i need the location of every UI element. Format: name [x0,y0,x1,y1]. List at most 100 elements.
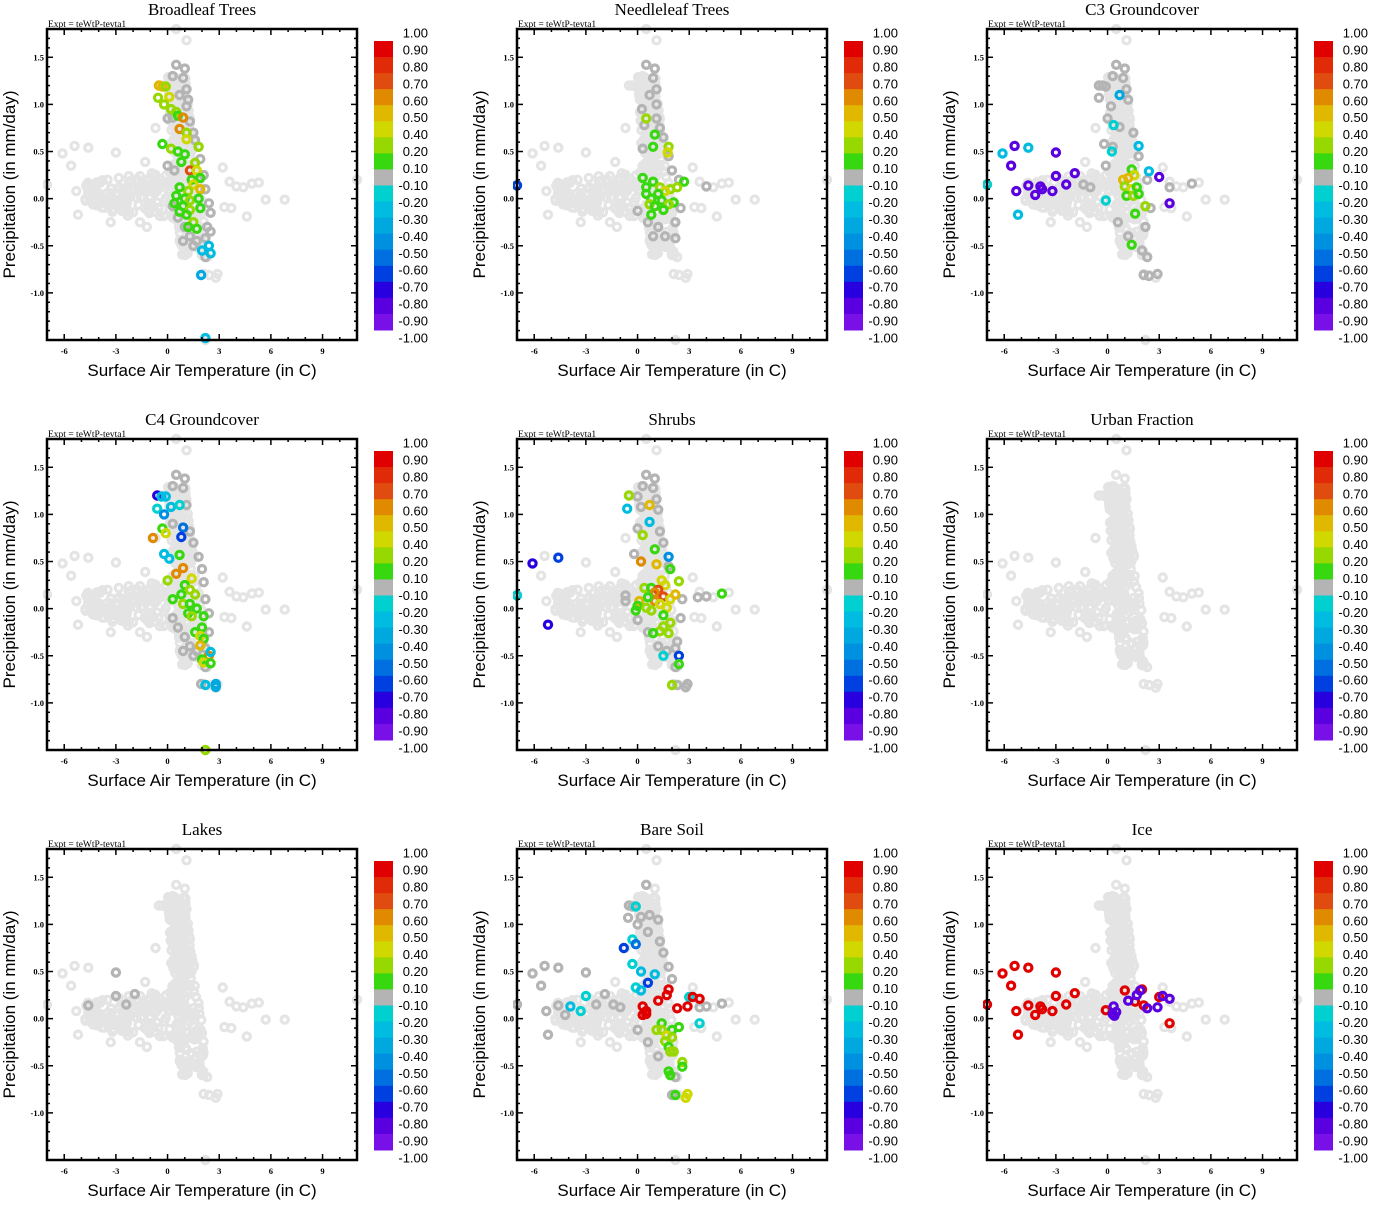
y-tick-label: 0.5 [33,967,44,977]
background-point [71,142,78,149]
colorbar-label: -0.70 [398,690,428,705]
x-tick-label: 3 [687,346,691,356]
x-tick-label: 9 [320,346,324,356]
colorbar-label: 0.70 [873,486,898,501]
background-point [240,1004,247,1011]
colorbar-swatch [1314,57,1333,74]
x-tick-label: -3 [1052,756,1059,766]
background-point [240,184,247,191]
colorbar-swatch [1314,121,1333,138]
colorbar-swatch [1314,282,1333,299]
colorbar-swatch [844,579,863,596]
x-tick-label: 3 [217,756,221,766]
colorbar-label: -1.00 [868,331,898,346]
colorbar-swatch [374,676,393,693]
background-point [622,534,629,541]
y-tick-label: 0.0 [33,604,44,614]
colorbar-swatch [374,314,393,331]
y-tick-label: -1.0 [501,288,514,298]
colorbar-label: -0.10 [398,588,428,603]
x-tick-label: -6 [61,346,68,356]
colored-point [1156,173,1163,180]
colorbar-label: 0.70 [403,896,428,911]
background-point [1221,606,1228,613]
colored-point [675,578,682,585]
colorbar-swatch [844,563,863,580]
points-layer [43,435,360,753]
colorbar-swatch [374,1070,393,1087]
colorbar-label: -0.10 [868,588,898,603]
colorbar-swatch [374,153,393,170]
x-tick-label: 6 [739,756,743,766]
x-tick-label: 0 [635,756,639,766]
colorbar-swatch [374,925,393,942]
x-tick-label: -6 [1001,756,1008,766]
y-tick-label: -1.0 [31,1108,44,1118]
colorbar-label: -0.40 [1338,639,1368,654]
background-point [142,978,149,985]
colored-point [529,560,536,567]
colorbar-label: 1.00 [1343,26,1368,41]
neutral-point [181,475,188,482]
colorbar-label: 1.00 [873,26,898,41]
background-point [612,158,619,165]
colorbar-swatch [374,202,393,219]
colorbar-swatch [844,153,863,170]
neutral-point [207,209,214,216]
colorbar-label: -1.00 [398,331,428,346]
colorbar-label: 0.40 [873,127,898,142]
background-point [653,447,660,454]
colorbar-label: 0.20 [873,144,898,159]
x-tick-label: 0 [1105,756,1109,766]
background-point [173,881,180,888]
x-tick-label: 6 [269,756,273,766]
colored-point [675,652,682,659]
colorbar-label: 0.20 [873,554,898,569]
x-tick-label: -3 [582,346,589,356]
background-point [281,196,288,203]
colorbar-label: -0.80 [868,707,898,722]
colored-point [544,621,551,628]
colorbar-swatch [1314,250,1333,267]
plot-title: Urban Fraction [1090,410,1194,429]
colorbar-label: -0.80 [868,297,898,312]
colorbar-label: 0.50 [1343,110,1368,125]
colorbar-label: -0.50 [1338,246,1368,261]
colorbar-label: -0.50 [398,1066,428,1081]
colorbar-swatch [374,893,393,910]
colored-point [672,591,679,598]
background-point [143,633,150,640]
colorbar-swatch [844,483,863,500]
background-point [653,37,660,44]
colorbar-swatch [1314,596,1333,613]
colorbar-label: 0.50 [1343,520,1368,535]
background-point [999,560,1006,567]
colorbar-label: 0.80 [1343,59,1368,74]
y-tick-label: -0.5 [501,651,514,661]
background-point [543,598,550,605]
neutral-point [131,991,138,998]
colorbar-swatch [374,724,393,741]
y-tick-label: 0.0 [973,604,984,614]
colorbar-swatch [844,515,863,532]
background-point [577,219,584,226]
y-tick-label: 1.0 [973,99,984,109]
colorbar-label: 0.20 [1343,554,1368,569]
colorbar-label: -0.30 [868,622,898,637]
background-point [74,211,81,218]
colorbar-label: -0.30 [1338,212,1368,227]
background-point [582,559,589,566]
background-point [725,179,732,186]
x-tick-label: 6 [269,346,273,356]
background-point [751,196,758,203]
colorbar-label: 0.50 [403,930,428,945]
colorbar-label: -0.90 [398,314,428,329]
neutral-point [677,205,684,212]
background-point [243,1033,250,1040]
colorbar-label: -0.10 [398,178,428,193]
background-point [1083,223,1090,230]
colorbar-label: 1.00 [403,846,428,861]
x-tick-label: 9 [320,1166,324,1176]
x-tick-label: 3 [217,346,221,356]
